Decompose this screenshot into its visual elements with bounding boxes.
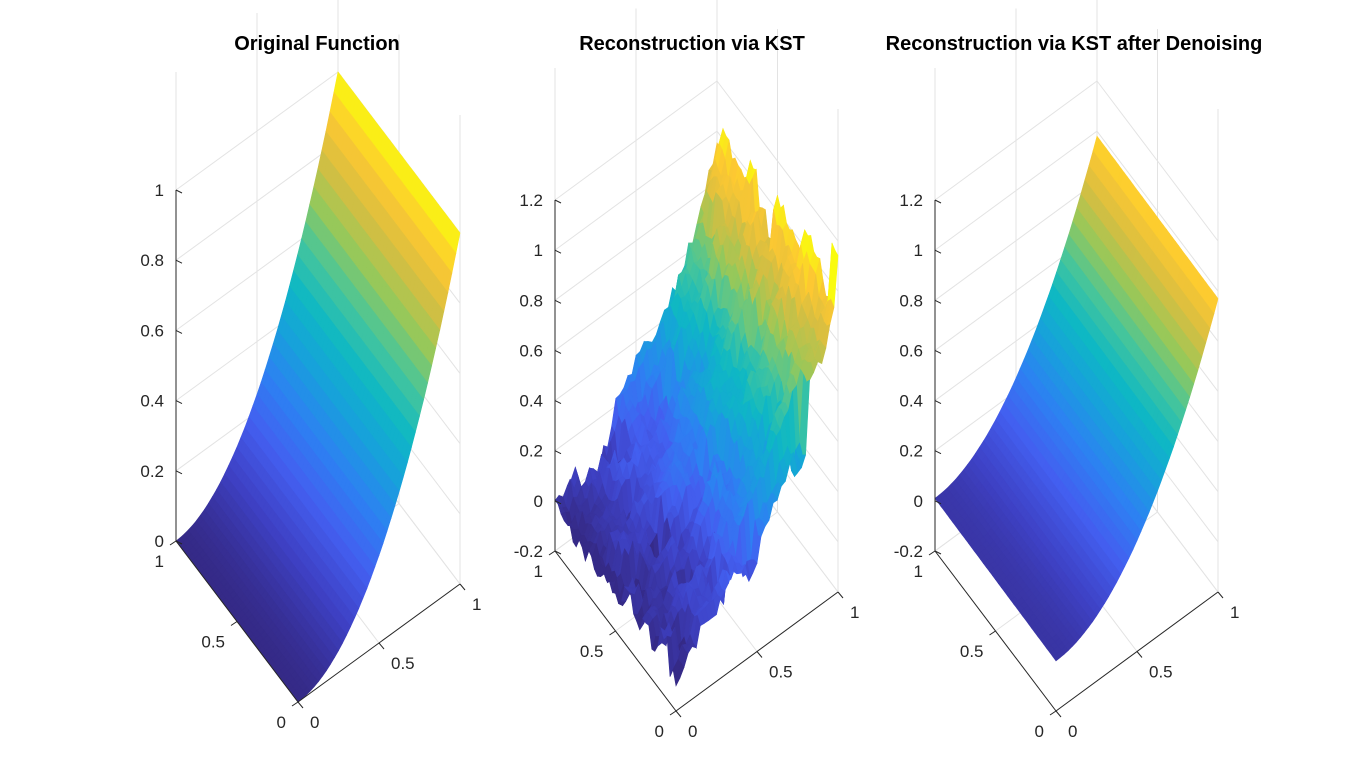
- chart-title: Reconstruction via KST after Denoising: [886, 33, 1263, 55]
- z-tick: [554, 349, 562, 354]
- x-tick-label: 0.5: [1149, 663, 1173, 682]
- grid-line: [175, 71, 339, 191]
- x-tick: [297, 701, 304, 709]
- z-tick-label: 0.8: [140, 251, 164, 270]
- z-tick-label: 1: [914, 241, 923, 260]
- z-tick-label: 1.2: [899, 191, 923, 210]
- z-tick-label: 0: [155, 532, 164, 551]
- y-tick-label: 0.5: [201, 633, 225, 652]
- y-tick: [1049, 710, 1057, 716]
- x-tick: [675, 710, 682, 718]
- z-tick: [934, 299, 942, 304]
- x-tick-label: 0: [688, 722, 697, 741]
- x-tick: [459, 583, 466, 591]
- y-tick: [989, 630, 996, 636]
- z-tick: [934, 349, 942, 354]
- z-tick-label: 0.8: [519, 291, 543, 310]
- y-tick: [609, 630, 616, 636]
- z-tick: [175, 470, 183, 475]
- z-tick: [934, 249, 942, 254]
- y-tick: [928, 550, 936, 556]
- chart-title: Original Function: [234, 33, 400, 55]
- z-tick-label: 0.2: [140, 462, 164, 481]
- y-tick: [548, 550, 556, 556]
- x-tick-label: 0.5: [769, 663, 793, 682]
- x-tick: [378, 642, 385, 650]
- y-tick: [169, 540, 177, 546]
- y-tick: [230, 621, 238, 626]
- z-tick-label: -0.2: [894, 542, 923, 561]
- y-tick-label: 0: [277, 713, 286, 732]
- z-tick-label: 1: [155, 181, 164, 200]
- y-tick-label: 1: [155, 552, 164, 571]
- x-tick: [1136, 651, 1143, 658]
- x-tick-label: 0.5: [391, 654, 415, 673]
- z-tick-label: 0: [534, 492, 543, 511]
- z-tick-label: 0.2: [519, 442, 543, 461]
- z-tick: [934, 400, 942, 405]
- subplot-reconstruction-kst: 00.5100.51-0.200.20.40.60.811.2Reconstru…: [514, 0, 859, 741]
- x-tick: [837, 591, 844, 599]
- y-tick-label: 0: [655, 722, 664, 741]
- x-tick-label: 0: [1068, 722, 1077, 741]
- z-tick-label: 0.8: [899, 291, 923, 310]
- z-tick: [175, 329, 183, 334]
- surface: [175, 71, 461, 703]
- x-tick: [1055, 710, 1062, 718]
- z-tick-label: 1: [534, 241, 543, 260]
- y-tick: [291, 701, 299, 707]
- x-tick: [756, 651, 763, 658]
- z-tick: [175, 189, 183, 194]
- x-tick-label: 1: [1230, 603, 1239, 622]
- z-tick-label: 0.4: [140, 392, 164, 411]
- z-tick-label: -0.2: [514, 542, 543, 561]
- z-tick-label: 0.6: [519, 341, 543, 360]
- x-tick-label: 0: [310, 713, 319, 732]
- z-tick: [934, 199, 942, 204]
- y-tick-label: 0.5: [580, 642, 604, 661]
- z-tick-label: 0: [914, 492, 923, 511]
- y-tick-label: 0: [1035, 722, 1044, 741]
- grid-line: [175, 141, 339, 261]
- z-tick-label: 0.6: [899, 341, 923, 360]
- x-tick-label: 1: [850, 603, 859, 622]
- z-tick: [934, 450, 942, 455]
- z-tick-label: 0.4: [899, 392, 923, 411]
- z-tick-label: 0.6: [140, 321, 164, 340]
- y-tick-label: 1: [914, 562, 923, 581]
- z-tick: [554, 299, 562, 304]
- y-tick-label: 1: [534, 562, 543, 581]
- y-tick: [669, 710, 677, 716]
- x-tick: [1217, 591, 1224, 599]
- y-tick-label: 0.5: [960, 642, 984, 661]
- z-tick: [554, 199, 562, 204]
- surface: [554, 127, 839, 687]
- x-tick-label: 1: [472, 595, 481, 614]
- z-tick: [175, 400, 183, 405]
- chart-title: Reconstruction via KST: [579, 33, 805, 55]
- surface: [934, 135, 1219, 662]
- z-tick: [554, 450, 562, 455]
- subplot-reconstruction-kst-denoised: 00.5100.51-0.200.20.40.60.811.2Reconstru…: [886, 0, 1263, 741]
- z-tick-label: 1.2: [519, 191, 543, 210]
- z-tick-label: 0.4: [519, 392, 543, 411]
- z-tick: [554, 400, 562, 405]
- z-tick-label: 0.2: [899, 442, 923, 461]
- z-tick: [554, 249, 562, 254]
- z-tick: [175, 259, 183, 264]
